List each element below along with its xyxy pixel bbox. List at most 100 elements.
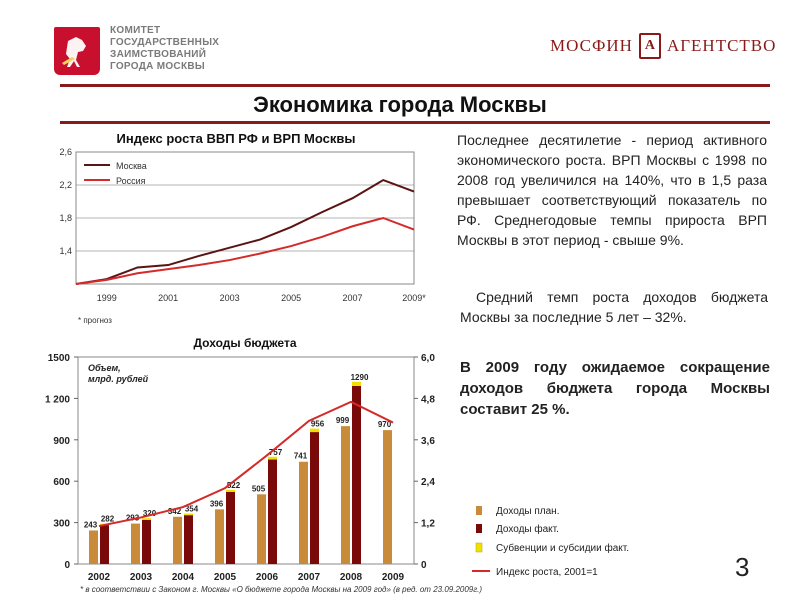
x-tick-label: 2009	[382, 572, 405, 583]
y-tick-label: 1 200	[45, 394, 70, 405]
left-y-axis-ticks: 0 300 600 900 1 200 1500	[45, 353, 78, 571]
index-line	[98, 400, 394, 528]
rider-emblem-icon	[62, 37, 86, 67]
x-tick-label: 2005	[214, 572, 237, 583]
bar-plan	[89, 530, 98, 564]
mosfin-agency-logo: МОСФИН А АГЕНТСТВО	[550, 33, 777, 59]
header-divider-bottom	[60, 121, 770, 124]
right-y-tick-label: 3,6	[421, 436, 435, 447]
bar-label-plan: 505	[252, 484, 266, 493]
bar-subsidy	[226, 489, 235, 492]
x-tick-label: 2003	[220, 293, 240, 303]
right-y-tick-label: 1,2	[421, 519, 435, 530]
x-tick-label: 2006	[256, 572, 279, 583]
y-tick-label: 0	[64, 560, 70, 571]
legend-swatch-plan	[476, 506, 482, 515]
bar-fact	[100, 525, 109, 564]
org-line: КОМИТЕТ	[110, 25, 161, 36]
bar-fact	[142, 519, 151, 564]
x-tick-label: 1999	[97, 293, 117, 303]
bar-subsidy	[352, 381, 361, 386]
bar-label-fact: 282	[101, 515, 115, 524]
chart-title: Индекс роста ВВП РФ и ВРП Москвы	[117, 131, 356, 146]
y-tick-label: 900	[53, 436, 70, 447]
bar-plan	[383, 430, 392, 564]
bar-label-plan: 999	[336, 416, 350, 425]
x-tick-label: 2004	[172, 572, 195, 583]
legend-label-subsidy: Субвенции и субсидии факт.	[496, 542, 629, 554]
bar-subsidy	[268, 456, 277, 460]
header-divider-top	[60, 84, 770, 87]
budget-reduction-text: В 2009 году ожидаемое сокращение доходов…	[460, 359, 770, 418]
x-axis-ticks: 2002 2003 2004 2005 2006 2007 2008 2009	[88, 572, 405, 583]
forecast-note: * прогноз	[78, 316, 112, 325]
bar-plan	[257, 494, 266, 564]
x-tick-label: 2005	[281, 293, 301, 303]
x-tick-label: 2009*	[402, 293, 426, 303]
right-y-axis-ticks: 0 1,2 2,4 3,6 4,8 6,0	[414, 353, 435, 571]
legend-swatch-fact	[476, 524, 482, 533]
bar-subsidy	[310, 428, 319, 433]
brand-mark: А	[638, 33, 661, 59]
bar-fact	[184, 515, 193, 564]
bar-plan	[299, 461, 308, 564]
bar-plan	[341, 426, 350, 564]
index-series-line	[98, 400, 394, 528]
organization-name: КОМИТЕТ ГОСУДАРСТВЕННЫХ ЗАИМСТВОВАНИЙ ГО…	[110, 25, 219, 73]
bar-label-plan: 293	[126, 514, 140, 523]
org-line: ГОРОДА МОСКВЫ	[110, 61, 205, 72]
unit-label-line: млрд. рублей	[88, 374, 149, 384]
bar-plan	[173, 516, 182, 564]
x-tick-label: 2002	[88, 572, 111, 583]
unit-label: Объем, млрд. рублей	[88, 363, 149, 384]
x-tick-label: 2001	[158, 293, 178, 303]
unit-label-line: Объем,	[88, 363, 121, 373]
gdp-description: Последнее десятилетие - период активного…	[457, 132, 767, 248]
bar-label-plan: 396	[210, 499, 224, 508]
bar-label-fact: 956	[311, 420, 325, 429]
moscow-coat-of-arms-logo	[54, 27, 100, 75]
chart-legend: Москва Россия	[84, 161, 147, 186]
bar-label-fact: 1290	[351, 373, 369, 382]
right-y-tick-label: 6,0	[421, 353, 435, 364]
page-number: 3	[735, 552, 750, 582]
x-tick-label: 2007	[343, 293, 363, 303]
org-line: ГОСУДАРСТВЕННЫХ	[110, 37, 220, 48]
legend-swatch-subsidy	[475, 542, 483, 553]
right-y-tick-label: 2,4	[421, 477, 435, 488]
x-tick-label: 2003	[130, 572, 153, 583]
y-tick-label: 1,4	[59, 246, 72, 256]
bar-fact	[310, 432, 319, 564]
bar-plan	[131, 523, 140, 564]
series-line-moscow	[75, 178, 415, 285]
bar-label-fact: 757	[269, 448, 283, 457]
x-tick-label: 2008	[340, 572, 363, 583]
legend-label-moscow: Москва	[116, 161, 147, 171]
budget-growth-text: Средний темп роста доходов бюджета Москв…	[460, 289, 768, 325]
plot-frame	[75, 151, 415, 285]
x-axis-ticks: 1999 2001 2003 2005 2007 2009*	[97, 293, 427, 303]
legend-label-index: Индекс роста, 2001=1	[496, 567, 598, 578]
x-tick-label: 2007	[298, 572, 321, 583]
bar-label-plan: 342	[168, 507, 182, 516]
bar-fact	[268, 459, 277, 564]
bar-fact	[226, 491, 235, 564]
budget-revenue-bar-chart: Доходы бюджета Объем, млрд. рублей 0 300 6…	[45, 336, 435, 583]
y-tick-label: 1,8	[59, 213, 72, 223]
y-tick-label: 2,2	[59, 180, 72, 190]
series-line-russia	[75, 216, 415, 285]
bar-label-fact: 522	[227, 481, 241, 490]
bar-plan	[215, 509, 224, 564]
chart-title: Доходы бюджета	[193, 336, 296, 350]
brand-right-text: АГЕНТСТВО	[666, 36, 777, 55]
legend-label-plan: Доходы план.	[496, 506, 559, 517]
footnote: * в соответствии с Законом г. Москвы «О …	[80, 585, 483, 594]
legend-label-russia: Россия	[116, 176, 146, 186]
bar-subsidy	[142, 518, 151, 520]
bar-label-fact: 320	[143, 509, 157, 518]
bar-label-plan: 970	[378, 420, 392, 429]
y-tick-label: 300	[53, 519, 70, 530]
bar-label-plan: 243	[84, 520, 98, 529]
y-tick-label: 600	[53, 477, 70, 488]
